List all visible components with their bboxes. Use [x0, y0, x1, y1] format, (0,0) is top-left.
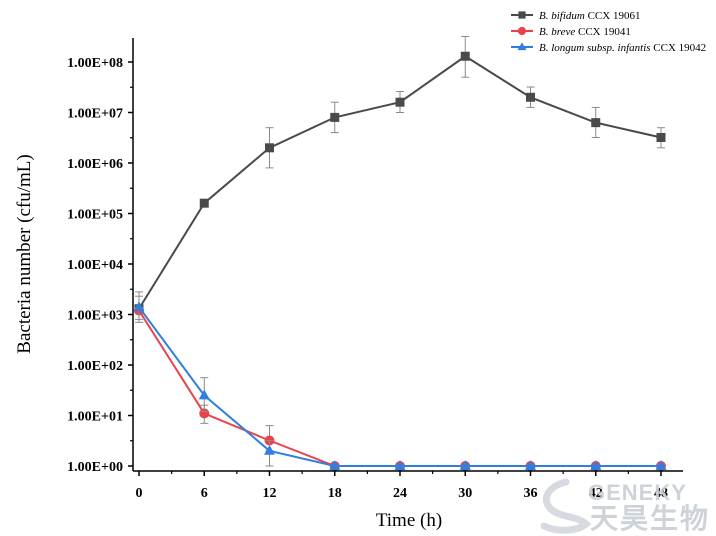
data-point	[394, 460, 406, 470]
legend-label-suffix: CCX 19061	[585, 10, 641, 22]
axes-layer	[132, 38, 683, 472]
x-tick-label: 36	[524, 486, 538, 501]
data-point	[591, 118, 601, 128]
y-tick-label: 1.00E+02	[67, 359, 123, 374]
watermark-latin: GENEKY	[588, 480, 687, 505]
x-tick-label: 42	[589, 486, 603, 501]
data-point	[459, 460, 471, 470]
data-point	[133, 301, 145, 312]
x-tick-label: 24	[393, 486, 407, 501]
series-line	[138, 306, 661, 467]
legend-label-suffix: CCX 19041	[575, 26, 631, 38]
series-3	[133, 291, 667, 470]
data-point	[525, 460, 536, 470]
y-tick-label: 1.00E+07	[67, 107, 123, 122]
x-tick-label: 6	[201, 486, 208, 501]
legend-item: B. breve CCX 19041	[511, 26, 631, 38]
legend-label-italic: B. longum subsp. infantis	[539, 42, 651, 54]
y-tick-label: 1.00E+05	[67, 208, 123, 223]
legend-label-italic: B. breve	[539, 26, 575, 38]
data-point	[199, 408, 210, 419]
data-point	[656, 132, 666, 142]
data-point	[199, 198, 209, 208]
series-2	[134, 305, 666, 471]
ticks-layer: 1.00E+00 1.00E+01 1.00E+02 1.00E+03 1.00E+04…	[67, 56, 668, 501]
watermark-logo-icon	[540, 478, 592, 534]
data-point	[517, 26, 527, 36]
legend-label: B. longum subsp. infantis CCX 19042	[539, 42, 706, 54]
data-point	[395, 97, 405, 107]
data-point	[265, 143, 274, 153]
y-tick-label: 1.00E+03	[67, 309, 123, 324]
x-tick-label: 0	[136, 486, 143, 501]
legend-label: B. breve CCX 19041	[539, 26, 631, 38]
data-point	[590, 460, 602, 470]
legend-label-suffix: CCX 19042	[651, 42, 707, 54]
data-point	[460, 51, 470, 61]
series-line	[138, 309, 661, 467]
data-point	[518, 11, 526, 19]
data-point	[517, 42, 527, 51]
watermark-cjk: 天昊生物	[590, 502, 710, 535]
y-tick-label: 1.00E+08	[67, 56, 123, 71]
legend-label-italic: B. bifidum	[539, 10, 585, 22]
watermark: GENEKY 天昊生物	[540, 478, 710, 535]
x-tick-label: 18	[328, 486, 342, 501]
y-tick-label: 1.00E+06	[67, 157, 123, 172]
data-point	[330, 112, 340, 122]
y-axis-title: Bacteria number (cfu/mL)	[14, 154, 35, 353]
y-tick-label: 1.00E+01	[67, 410, 123, 425]
data-point	[329, 460, 341, 470]
legend-item: B. longum subsp. infantis CCX 19042	[511, 42, 706, 54]
series-layer	[133, 35, 667, 471]
data-point	[264, 444, 275, 455]
legend-label: B. bifidum CCX 19061	[539, 10, 640, 22]
series-1	[134, 35, 666, 320]
data-point	[655, 460, 667, 470]
x-axis-title: Time (h)	[376, 510, 442, 531]
data-point	[526, 92, 535, 102]
data-point	[198, 389, 210, 400]
x-tick-label: 30	[458, 486, 472, 501]
x-tick-label: 48	[654, 486, 668, 501]
legend-item: B. bifidum CCX 19061	[511, 10, 640, 22]
y-tick-label: 1.00E+00	[67, 460, 123, 475]
x-tick-label: 12	[263, 486, 277, 501]
y-tick-label: 1.00E+04	[67, 258, 123, 273]
